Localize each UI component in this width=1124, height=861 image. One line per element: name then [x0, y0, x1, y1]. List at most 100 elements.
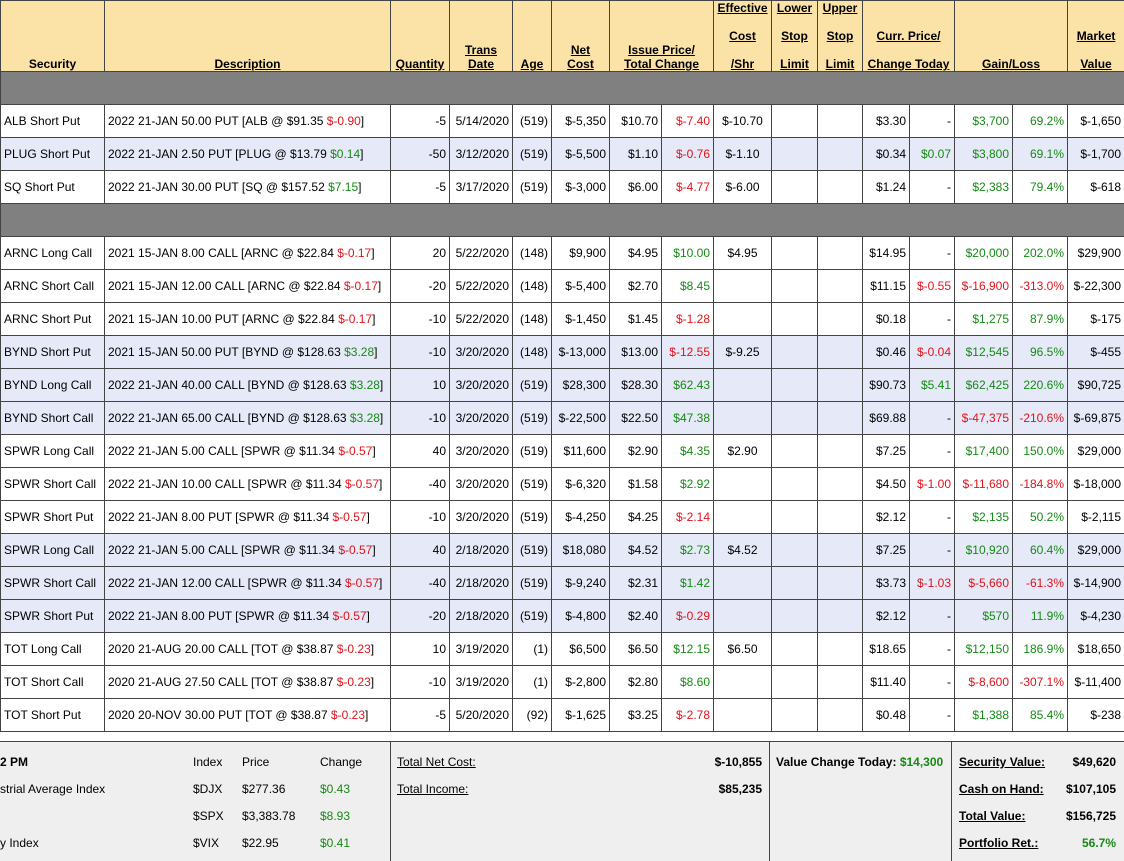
lower-stop-cell[interactable]	[772, 534, 818, 567]
upper-stop-cell[interactable]	[818, 666, 863, 699]
curr-price-cell: $7.25	[863, 435, 910, 468]
description-cell: 2022 21-JAN 2.50 PUT [PLUG @ $13.79 $0.1…	[105, 138, 391, 171]
lower-stop-cell[interactable]	[772, 303, 818, 336]
col-age[interactable]: Age	[513, 1, 552, 72]
col-gain-loss[interactable]: Gain/Loss	[955, 1, 1068, 72]
description-cell: 2022 21-JAN 65.00 CALL [BYND @ $128.63 $…	[105, 402, 391, 435]
upper-stop-cell[interactable]	[818, 501, 863, 534]
upper-stop-cell[interactable]	[818, 600, 863, 633]
upper-stop-cell[interactable]	[818, 468, 863, 501]
change-today-cell-text: -	[947, 708, 951, 722]
upper-stop-cell[interactable]	[818, 138, 863, 171]
upper-stop-cell[interactable]	[818, 303, 863, 336]
net-cost-cell-text: $-22,500	[559, 411, 606, 425]
lower-stop-cell[interactable]	[772, 666, 818, 699]
upper-stop-cell[interactable]	[818, 369, 863, 402]
underlying-change: $-0.57	[338, 444, 372, 458]
lower-stop-cell[interactable]	[772, 270, 818, 303]
lower-stop-cell[interactable]	[772, 600, 818, 633]
effective-cost-cell: $-10.70	[714, 105, 772, 138]
security-cell: SPWR Short Call	[1, 468, 105, 501]
market-value-cell: $-2,115	[1068, 501, 1124, 534]
security-value-label: Security Value:	[959, 755, 1045, 769]
upper-stop-cell[interactable]	[818, 402, 863, 435]
lower-stop-cell[interactable]	[772, 699, 818, 732]
col-quantity[interactable]: Quantity	[391, 1, 450, 72]
change-today-cell: $-0.04	[910, 336, 955, 369]
total-change-cell: $-4.77	[662, 171, 714, 204]
lower-stop-cell[interactable]	[772, 402, 818, 435]
underlying-change: $-0.57	[333, 510, 367, 524]
description-text: 2022 21-JAN 5.00 CALL [SPWR @ $11.34	[108, 543, 338, 557]
security-cell-text: SPWR Short Put	[4, 510, 93, 524]
lower-stop-cell[interactable]	[772, 237, 818, 270]
issue-price-cell-text: $6.50	[628, 642, 658, 656]
upper-stop-cell[interactable]	[818, 336, 863, 369]
lower-stop-cell[interactable]	[772, 468, 818, 501]
gain-loss-cell-text: $-11,680	[963, 477, 1009, 491]
lower-stop-cell[interactable]	[772, 567, 818, 600]
upper-stop-cell[interactable]	[818, 270, 863, 303]
lower-stop-cell[interactable]	[772, 138, 818, 171]
quantity-cell-text: -40	[429, 477, 446, 491]
col-security[interactable]: Security	[1, 1, 105, 72]
age-cell-text: (519)	[520, 180, 548, 194]
description-text: 2022 21-JAN 8.00 PUT [SPWR @ $11.34	[108, 609, 333, 623]
upper-stop-cell[interactable]	[818, 534, 863, 567]
gain-loss-pct-cell: 220.6%	[1013, 369, 1068, 402]
col-description[interactable]: Description	[105, 1, 391, 72]
underlying-change: $-0.57	[333, 609, 367, 623]
issue-price-cell: $6.00	[610, 171, 662, 204]
gain-loss-pct-cell: -61.3%	[1013, 567, 1068, 600]
lower-stop-cell[interactable]	[772, 435, 818, 468]
security-cell-text: SPWR Long Call	[4, 543, 94, 557]
curr-price-cell-text: $3.73	[876, 576, 906, 590]
gain-loss-cell: $3,800	[955, 138, 1013, 171]
lower-stop-cell[interactable]	[772, 171, 818, 204]
upper-stop-cell[interactable]	[818, 633, 863, 666]
lower-stop-cell[interactable]	[772, 369, 818, 402]
upper-stop-cell[interactable]	[818, 237, 863, 270]
lower-stop-cell[interactable]	[772, 105, 818, 138]
upper-stop-cell[interactable]	[818, 105, 863, 138]
lower-stop-cell[interactable]	[772, 633, 818, 666]
upper-stop-cell[interactable]	[818, 435, 863, 468]
trans-date-cell-text: 3/20/2020	[456, 378, 509, 392]
upper-stop-cell[interactable]	[818, 171, 863, 204]
col-curr-price[interactable]: Curr. Price/Change Today	[863, 1, 955, 72]
col-issue-price[interactable]: Issue Price/Total Change	[610, 1, 714, 72]
curr-price-cell: $18.65	[863, 633, 910, 666]
lower-stop-cell[interactable]	[772, 501, 818, 534]
upper-stop-cell[interactable]	[818, 567, 863, 600]
lower-stop-cell[interactable]	[772, 336, 818, 369]
market-value-cell: $-175	[1068, 303, 1124, 336]
upper-stop-cell[interactable]	[818, 699, 863, 732]
trans-date-cell-text: 3/20/2020	[456, 411, 509, 425]
market-value-cell-text: $-69,875	[1074, 411, 1121, 425]
table-row[interactable]: SPWR Long Call 2022 21-JAN 5.00 CALL [SPW…	[1, 534, 1124, 567]
